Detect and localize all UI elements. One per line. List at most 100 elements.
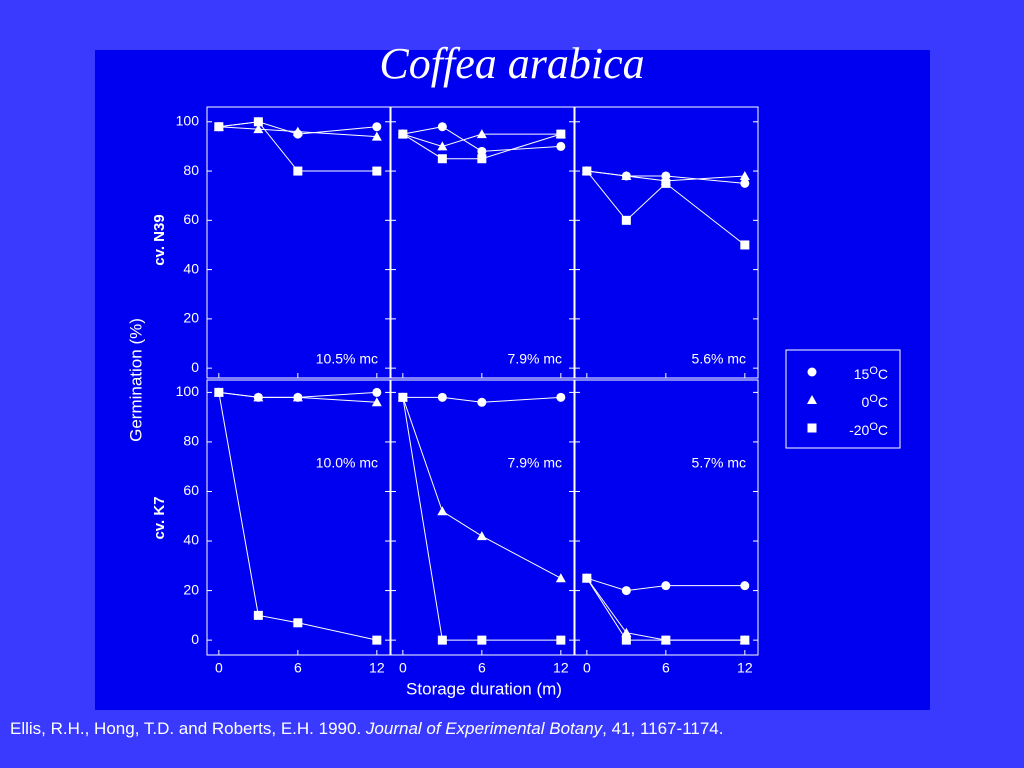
y-tick-label: 20 (183, 310, 199, 326)
legend-unit: C (878, 366, 888, 382)
plot-frame (206, 379, 391, 656)
marker (621, 635, 631, 645)
marker (582, 573, 592, 583)
legend-entry: 0OC (862, 393, 888, 410)
row-label: cv. N39 (151, 214, 168, 265)
legend-unit: C (878, 422, 888, 438)
marker (555, 573, 566, 583)
series-line (218, 391, 377, 403)
marker (477, 146, 487, 156)
marker (556, 129, 566, 139)
series-line (402, 133, 561, 147)
y-tick-label: 80 (183, 162, 199, 178)
legend-entry: 15OC (854, 365, 888, 382)
marker (293, 166, 303, 176)
legend-box (785, 349, 901, 449)
series-line (586, 577, 745, 641)
x-tick-label: 12 (369, 660, 385, 676)
x-tick-label: 6 (294, 660, 302, 676)
legend-label: 0 (862, 394, 870, 410)
marker (621, 170, 632, 180)
panel-annotation: 10.5% mc (316, 351, 378, 367)
marker (437, 141, 448, 151)
legend-marker (807, 423, 817, 433)
panel-annotation: 7.9% mc (508, 455, 562, 471)
marker (372, 387, 382, 397)
y-tick-label: 100 (176, 112, 200, 128)
y-tick-label: 40 (183, 260, 199, 276)
y-tick-label: 100 (176, 383, 200, 399)
y-tick-label: 0 (191, 359, 199, 375)
y-tick-label: 20 (183, 581, 199, 597)
marker (253, 124, 264, 134)
marker (398, 129, 408, 139)
row-label: cv. K7 (151, 496, 168, 539)
panel-annotation: 10.0% mc (316, 455, 378, 471)
marker (437, 154, 447, 164)
marker (292, 126, 303, 136)
marker (556, 141, 566, 151)
marker (477, 635, 487, 645)
marker (621, 627, 632, 637)
marker (740, 178, 750, 188)
marker (476, 531, 487, 541)
legend-unit-sup: O (869, 365, 878, 377)
citation-rest: , 41, 1167-1174. (602, 719, 723, 738)
citation: Ellis, R.H., Hong, T.D. and Roberts, E.H… (10, 719, 723, 738)
x-tick-label: 12 (553, 660, 569, 676)
marker (582, 166, 592, 176)
plot-frame (206, 106, 391, 379)
marker (739, 170, 750, 180)
marker (740, 581, 750, 591)
marker (372, 166, 382, 176)
marker (661, 635, 671, 645)
marker (740, 240, 750, 250)
series-line (586, 170, 746, 246)
y-tick-label: 60 (183, 482, 199, 498)
x-axis-label: Storage duration (m) (406, 679, 562, 698)
marker (214, 122, 224, 132)
legend-unit-sup: O (869, 393, 878, 405)
plot-frame (390, 379, 575, 656)
series-line (402, 397, 561, 641)
x-tick-label: 0 (215, 660, 223, 676)
marker (476, 129, 487, 139)
marker (214, 387, 224, 397)
y-axis-label: Germination (%) (126, 318, 145, 442)
citation-authors: Ellis, R.H., Hong, T.D. and Roberts, E.H… (10, 719, 361, 738)
series-line (402, 133, 561, 160)
y-tick-label: 0 (191, 631, 199, 647)
x-tick-label: 0 (583, 660, 591, 676)
marker (292, 392, 303, 402)
series-line (218, 126, 377, 138)
series-line (402, 396, 561, 403)
marker (437, 122, 447, 132)
y-tick-label: 80 (183, 433, 199, 449)
legend-marker (807, 367, 817, 377)
y-tick-label: 60 (183, 211, 199, 227)
x-tick-label: 0 (399, 660, 407, 676)
marker (398, 392, 408, 402)
marker (253, 392, 264, 402)
marker (477, 397, 487, 407)
citation-journal: Journal of Experimental Botany (365, 719, 604, 738)
marker (437, 392, 447, 402)
marker (477, 154, 487, 164)
plot-frame (390, 106, 575, 379)
x-tick-label: 6 (662, 660, 670, 676)
marker (621, 586, 631, 596)
marker (371, 131, 382, 141)
series-line (586, 170, 745, 182)
legend-unit: C (878, 394, 888, 410)
legend-label: 15 (854, 366, 870, 382)
marker (556, 392, 566, 402)
marker (253, 117, 263, 127)
legend-label: -20 (849, 422, 869, 438)
series-line (402, 397, 562, 579)
marker (253, 610, 263, 620)
series-line (218, 392, 377, 641)
marker (437, 635, 447, 645)
slide-title: Coffea arabica (379, 39, 644, 88)
